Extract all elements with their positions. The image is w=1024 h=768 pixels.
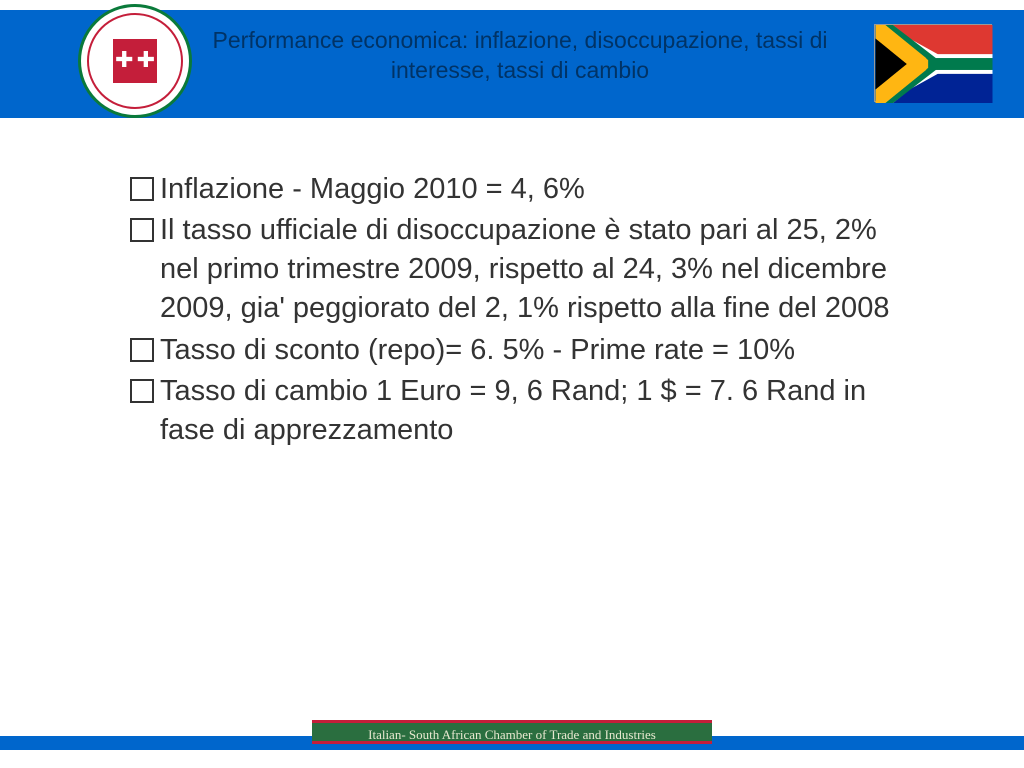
south-africa-flag-icon [874,24,992,102]
chamber-logo-inner [87,13,183,109]
bullet-marker-icon [130,379,154,403]
bullet-item: Inflazione - Maggio 2010 = 4, 6% [130,170,900,209]
bullet-marker-icon [130,218,154,242]
footer-badge: Italian- South African Chamber of Trade … [312,720,712,744]
content-area: Inflazione - Maggio 2010 = 4, 6% Il tass… [130,170,900,452]
bullet-marker-icon [130,338,154,362]
slide-title: Performance economica: inflazione, disoc… [200,26,840,86]
chamber-logo [78,4,192,118]
bullet-text: Tasso di sconto (repo)= 6. 5% - Prime ra… [160,331,900,370]
bullet-text: Il tasso ufficiale di disoccupazione è s… [160,211,900,328]
bullet-item: Il tasso ufficiale di disoccupazione è s… [130,211,900,328]
bullet-text: Tasso di cambio 1 Euro = 9, 6 Rand; 1 $ … [160,372,900,450]
bullet-text: Inflazione - Maggio 2010 = 4, 6% [160,170,900,209]
bullet-item: Tasso di cambio 1 Euro = 9, 6 Rand; 1 $ … [130,372,900,450]
bullet-item: Tasso di sconto (repo)= 6. 5% - Prime ra… [130,331,900,370]
bullet-marker-icon [130,177,154,201]
chamber-logo-shield-icon [113,39,157,83]
